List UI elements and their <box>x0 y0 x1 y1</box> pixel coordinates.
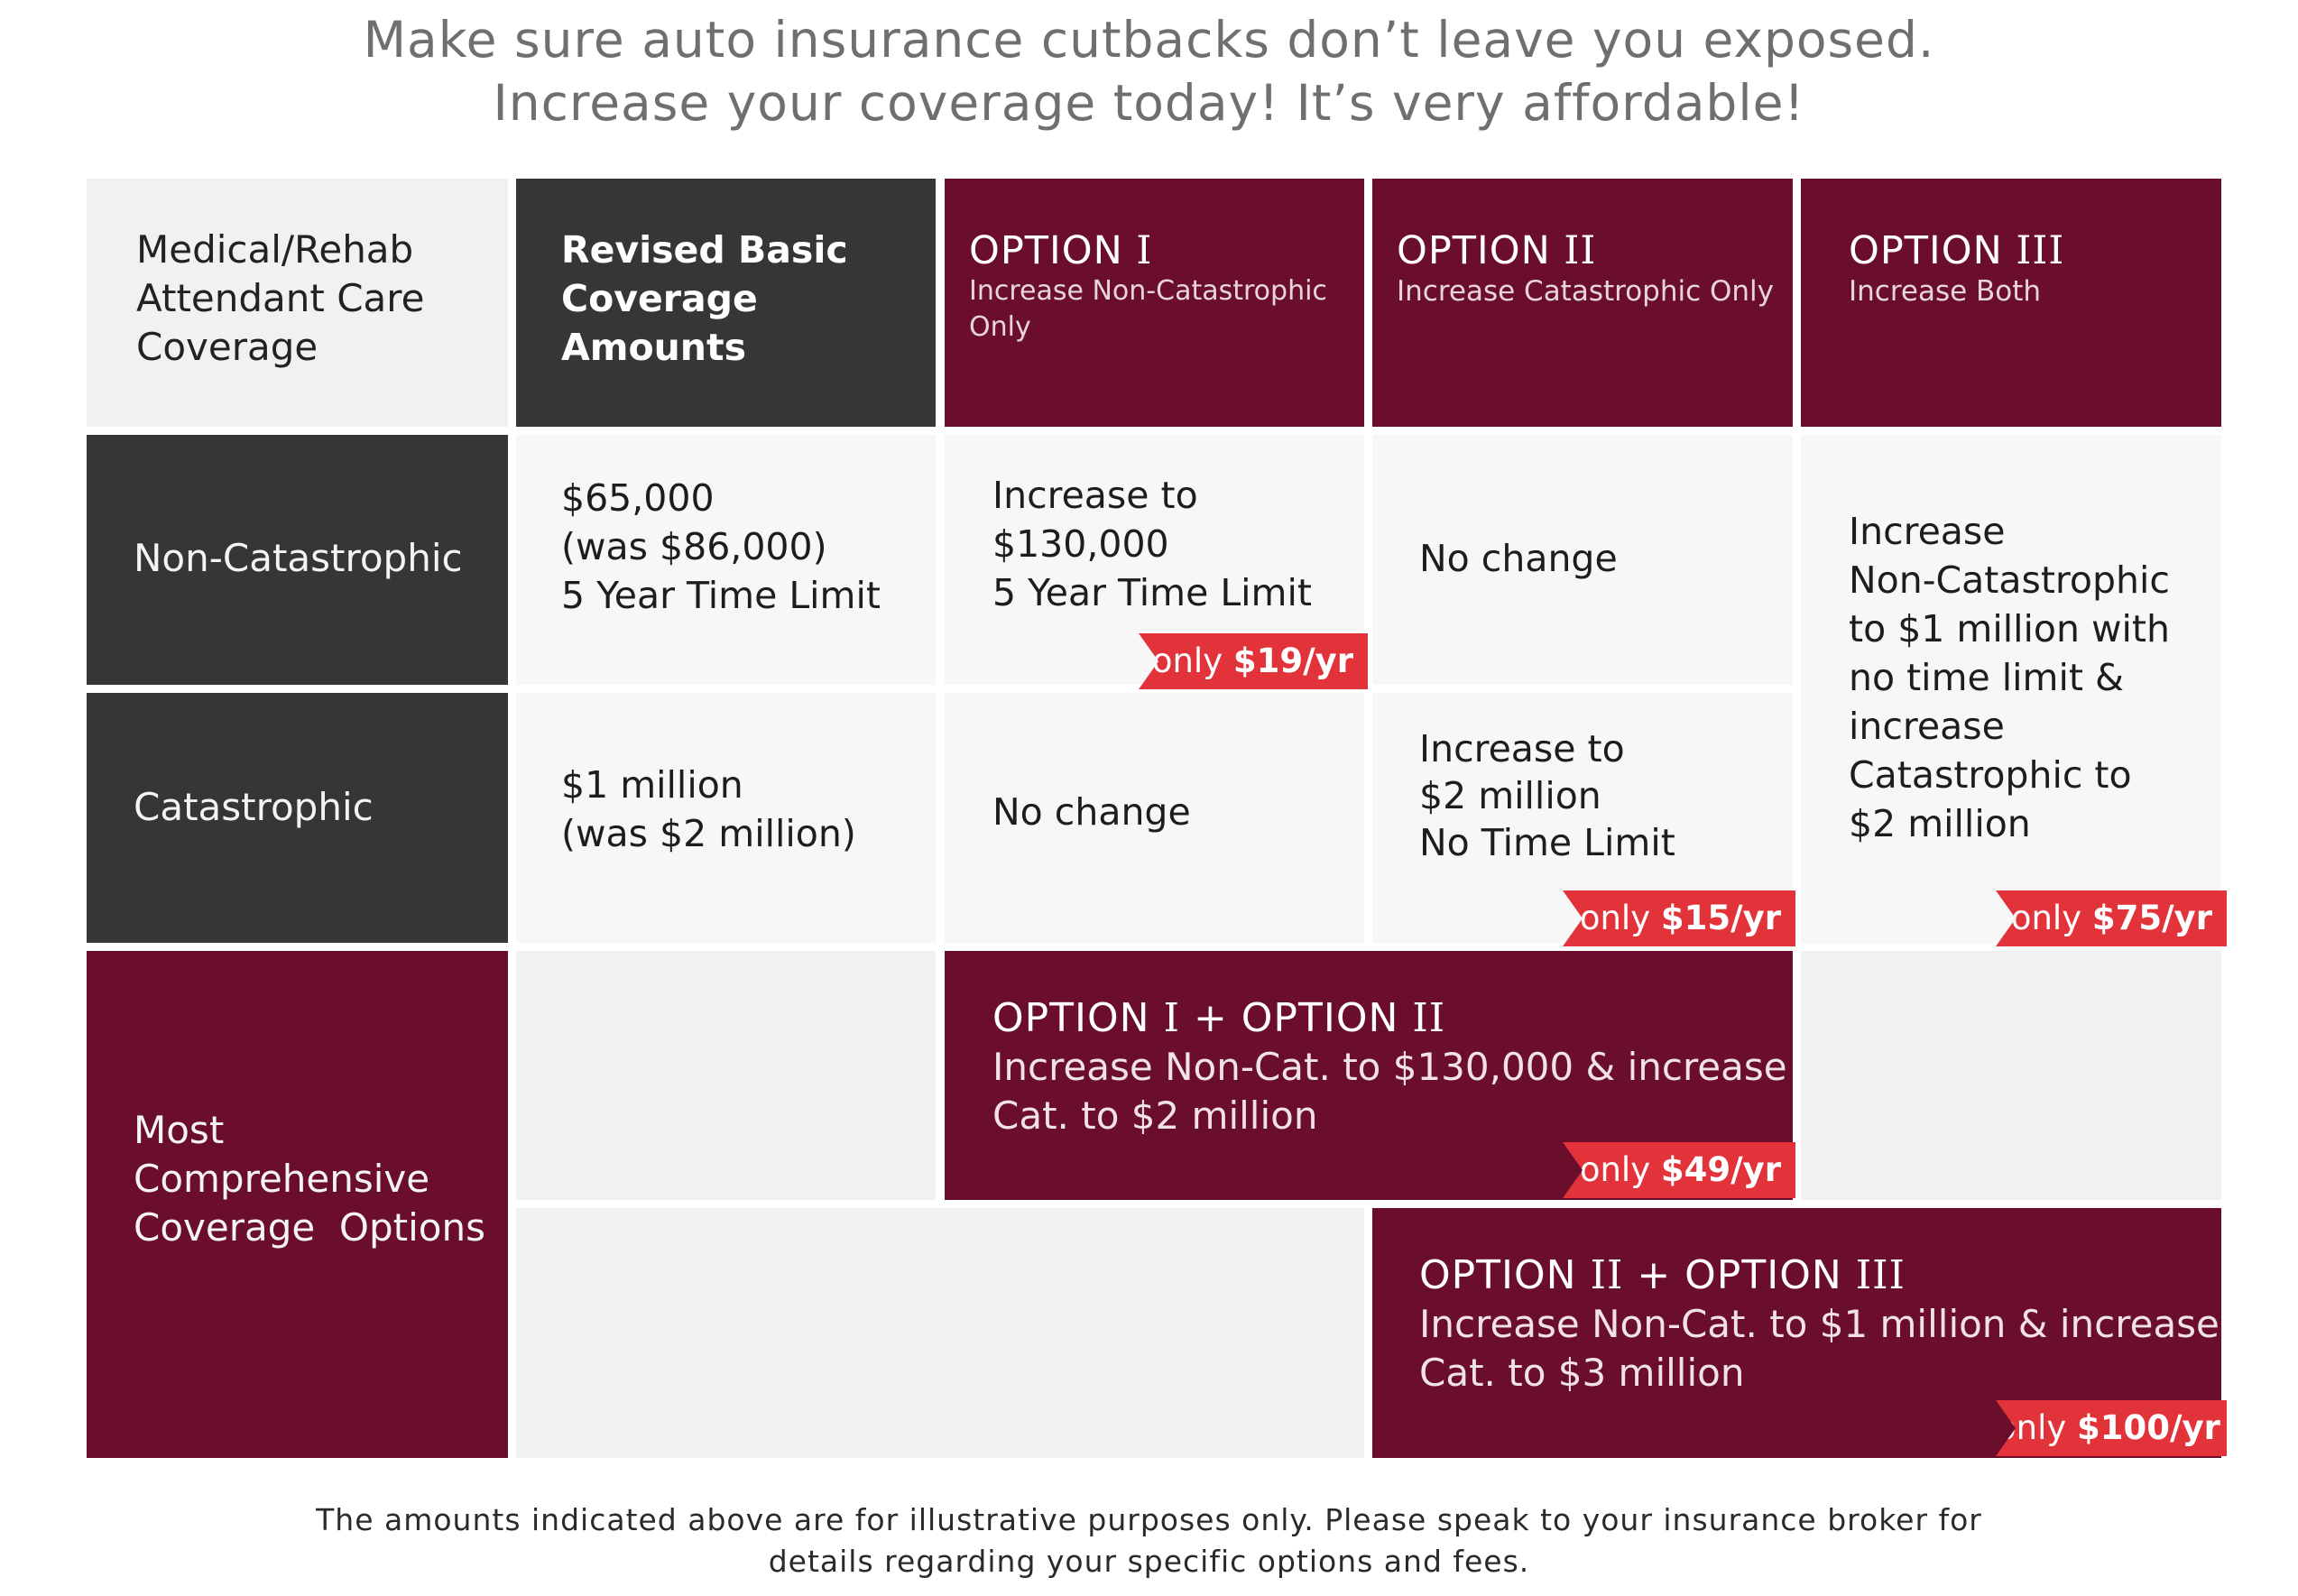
cell-line: $1 million <box>561 763 743 807</box>
option-2-subtitle: Increase Catastrophic Only <box>1397 275 1775 308</box>
option-3-header-cell: OPTION III Increase Both <box>1801 179 2221 427</box>
cell-line: increase <box>1849 705 2005 748</box>
row-header-label: Most <box>134 1108 225 1152</box>
corner-header-line: Coverage <box>136 325 318 369</box>
combo-description-line: Increase Non-Cat. to $130,000 & increase <box>992 1045 1787 1089</box>
combo-title: OPTION II + OPTION III <box>1419 1252 1906 1298</box>
cell-line: No change <box>1419 537 1618 580</box>
cell-line: Increase <box>1849 510 2006 553</box>
combo-description-line: Increase Non-Cat. to $1 million & increa… <box>1419 1302 2220 1346</box>
combo-description-line: Cat. to $2 million <box>992 1093 1318 1138</box>
corner-header-cell: Medical/Rehab Attendant Care Coverage <box>87 179 508 427</box>
row-header-label: Coverage Options <box>134 1205 485 1250</box>
empty-cell <box>516 1208 1364 1458</box>
price-tag-option-2: only $15/yr <box>1563 890 1795 946</box>
row-header-catastrophic: Catastrophic <box>87 693 508 943</box>
price-tag-option-1-2: only $49/yr <box>1563 1142 1795 1198</box>
option-1-cat-cell: No change <box>945 693 1364 943</box>
combo-title: OPTION I + OPTION II <box>992 995 1446 1041</box>
row-header-label: Comprehensive <box>134 1157 430 1201</box>
cell-line: No change <box>992 790 1191 834</box>
row-header-label: Non-Catastrophic <box>134 536 463 580</box>
option-2-title: OPTION II <box>1397 228 1597 273</box>
basic-cat-cell: $1 million (was $2 million) <box>516 693 936 943</box>
cell-line: $130,000 <box>992 522 1169 566</box>
row-header-noncatastrophic: Non-Catastrophic <box>87 435 508 685</box>
cell-line: 5 Year Time Limit <box>561 574 881 617</box>
option-1-header-cell: OPTION I Increase Non-Catastrophic Only <box>945 179 1364 427</box>
empty-cell <box>1801 951 2221 1200</box>
cell-line: Non-Catastrophic <box>1849 558 2170 602</box>
row-header-label: Catastrophic <box>134 785 374 829</box>
option-3-combined-cell: Increase Non-Catastrophic to $1 million … <box>1801 435 2221 944</box>
basic-coverage-header-cell: Revised Basic Coverage Amounts <box>516 179 936 427</box>
headline-line-1: Make sure auto insurance cutbacks don’t … <box>363 11 1935 69</box>
cell-line: Increase to <box>1419 727 1625 770</box>
footnote-line-2: details regarding your specific options … <box>768 1544 1530 1579</box>
combo-description-line: Cat. to $3 million <box>1419 1351 1745 1395</box>
cell-line: Catastrophic to <box>1849 753 2132 797</box>
row-header-comprehensive: Most Comprehensive Coverage Options <box>87 951 508 1458</box>
price-tag-option-3: only $75/yr <box>1996 890 2227 946</box>
price-tag-option-1: only $19/yr <box>1139 633 1368 689</box>
cell-line: to $1 million with <box>1849 607 2170 650</box>
price-tag-option-2-3: only $100/yr <box>1996 1400 2227 1456</box>
headline-line-2: Increase your coverage today! It’s very … <box>493 74 1805 132</box>
cell-line: $2 million <box>1419 774 1601 817</box>
option-1-subtitle: Increase Non-Catastrophic Only <box>969 275 1327 343</box>
corner-header-line: Attendant Care <box>136 276 425 320</box>
corner-header-line: Medical/Rehab <box>136 227 414 272</box>
option-2-noncat-cell: No change <box>1372 435 1793 685</box>
cell-line: (was $86,000) <box>561 525 827 568</box>
basic-noncat-cell: $65,000 (was $86,000) 5 Year Time Limit <box>516 435 936 685</box>
cell-line: Increase to <box>992 474 1198 517</box>
cell-line: no time limit & <box>1849 656 2124 699</box>
option-2-header-cell: OPTION II Increase Catastrophic Only <box>1372 179 1793 427</box>
cell-line: $65,000 <box>561 476 715 520</box>
cell-line: No Time Limit <box>1419 821 1675 864</box>
cell-line: 5 Year Time Limit <box>992 571 1312 614</box>
option-1-title: OPTION I <box>969 228 1153 273</box>
basic-coverage-header-line: Coverage Amounts <box>561 277 758 369</box>
cell-line: (was $2 million) <box>561 812 856 855</box>
option-3-title: OPTION III <box>1849 228 2065 273</box>
option-3-subtitle: Increase Both <box>1849 275 2042 308</box>
footnote-line-1: The amounts indicated above are for illu… <box>316 1502 1982 1537</box>
basic-coverage-header-line: Revised Basic <box>561 228 848 272</box>
cell-line: $2 million <box>1849 802 2031 845</box>
empty-cell <box>516 951 936 1200</box>
